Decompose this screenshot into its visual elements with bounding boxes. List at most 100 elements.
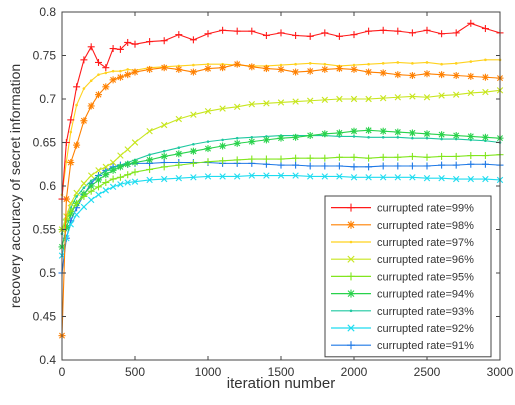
- legend-label: currupted rate=98%: [377, 220, 474, 232]
- series-4-point: [95, 167, 102, 174]
- series-8: [58, 172, 504, 259]
- series-1-point: [131, 40, 139, 48]
- series-4-point: [109, 159, 117, 166]
- series-4-point: [190, 111, 197, 118]
- series-4-point: [263, 100, 270, 107]
- series-3-point: [279, 63, 283, 67]
- series-5-point: [73, 199, 81, 207]
- legend-item: currupted rate=96%: [331, 254, 474, 266]
- series-7-point: [148, 153, 151, 156]
- legend-item: currupted rate=95%: [331, 271, 474, 283]
- legend-label: currupted rate=99%: [377, 203, 474, 215]
- x-tick-label: 0: [59, 365, 66, 379]
- series-1-point: [452, 29, 460, 37]
- series-2-point: [306, 67, 314, 75]
- series-7-point: [97, 174, 100, 177]
- legend-swatch-marker: [347, 272, 355, 281]
- series-1-point: [438, 30, 446, 38]
- series-7-point: [250, 135, 254, 139]
- series-3-point: [411, 62, 414, 65]
- series-3-point: [111, 69, 115, 73]
- series-1-point: [262, 31, 270, 39]
- series-2-point: [160, 64, 168, 72]
- series-8-point: [175, 174, 182, 182]
- series-6-point: [124, 160, 132, 168]
- series-8-point: [190, 174, 197, 181]
- series-2-point: [365, 68, 373, 76]
- series-1-point: [146, 38, 154, 46]
- series-6-point: [394, 128, 402, 136]
- series-2-point: [116, 73, 124, 81]
- series-3-point: [484, 58, 487, 62]
- series-1: [58, 19, 504, 203]
- series-6-point: [189, 147, 197, 155]
- series-6-point: [452, 132, 460, 140]
- series-9-point: [306, 162, 314, 170]
- series-4-point: [124, 146, 131, 153]
- y-axis-label: recovery accuracy of secret information: [7, 64, 23, 308]
- legend-swatch-marker: [347, 341, 355, 350]
- x-tick-label: 500: [125, 365, 145, 379]
- series-2-point: [394, 71, 402, 79]
- series-1-point: [175, 31, 183, 39]
- series-2-point: [350, 65, 358, 73]
- series-1-point: [306, 32, 314, 40]
- series-4: [58, 87, 504, 233]
- series-2-point: [109, 76, 117, 84]
- series-3-point: [75, 103, 78, 107]
- y-tick-label: 0.55: [33, 223, 57, 237]
- legend-item: currupted rate=98%: [331, 220, 474, 232]
- series-2: [58, 60, 504, 340]
- series-4-point: [453, 91, 460, 98]
- series-7-point: [396, 135, 400, 139]
- series-1-point: [219, 26, 227, 34]
- series-1-point: [233, 27, 241, 35]
- series-4-point: [307, 97, 314, 104]
- series-6-point: [350, 127, 358, 135]
- series-2-point: [131, 68, 139, 76]
- y-tick-label: 0.75: [33, 49, 57, 63]
- y-tick-label: 0.45: [33, 310, 57, 324]
- series-5-point: [116, 173, 124, 181]
- series-1-point: [102, 64, 110, 72]
- series-4-point: [73, 189, 80, 197]
- series-5-point: [423, 153, 431, 161]
- series-6-point: [102, 171, 110, 179]
- series-2-point: [95, 91, 102, 99]
- y-tick-label: 0.5: [39, 266, 56, 280]
- legend-label: currupted rate=95%: [377, 271, 474, 283]
- series-6-point: [131, 159, 139, 167]
- series-2-point: [262, 65, 270, 73]
- series-4-point: [88, 172, 95, 179]
- y-tick-label: 0.4: [39, 353, 56, 367]
- series-3-point: [69, 130, 73, 134]
- series-4-point: [380, 94, 387, 102]
- series-5-point: [248, 155, 256, 163]
- series-8-point: [350, 174, 358, 181]
- legend-label: currupted rate=96%: [377, 254, 474, 266]
- series-7-point: [192, 142, 195, 146]
- series-8-point: [453, 175, 460, 183]
- series-5-point: [124, 171, 132, 179]
- series-1-point: [481, 25, 489, 33]
- series-7-point: [75, 195, 78, 198]
- series-1-point: [467, 19, 475, 27]
- series-9-point: [423, 162, 431, 170]
- series-8-point: [248, 172, 255, 179]
- series-8-point: [124, 179, 131, 186]
- series-2-point: [481, 73, 489, 81]
- series-8-point: [409, 174, 416, 181]
- axes-layer: 0 500 1000 1500 2000 2500 3000 0.4 0.45 0.5 0.55 0.…: [33, 5, 514, 379]
- series-5-point: [233, 156, 241, 164]
- series-1-point: [95, 58, 102, 66]
- series-8-point: [131, 178, 139, 185]
- series-6-point: [146, 156, 154, 164]
- series-3-point: [192, 63, 195, 67]
- legend-swatch-marker: [347, 255, 355, 263]
- series-2-point: [321, 65, 329, 73]
- series-4-point: [131, 139, 139, 146]
- series-9-point: [438, 161, 446, 169]
- series-8-point: [307, 173, 314, 180]
- series-9-point: [321, 162, 329, 170]
- series-1-point: [408, 29, 416, 37]
